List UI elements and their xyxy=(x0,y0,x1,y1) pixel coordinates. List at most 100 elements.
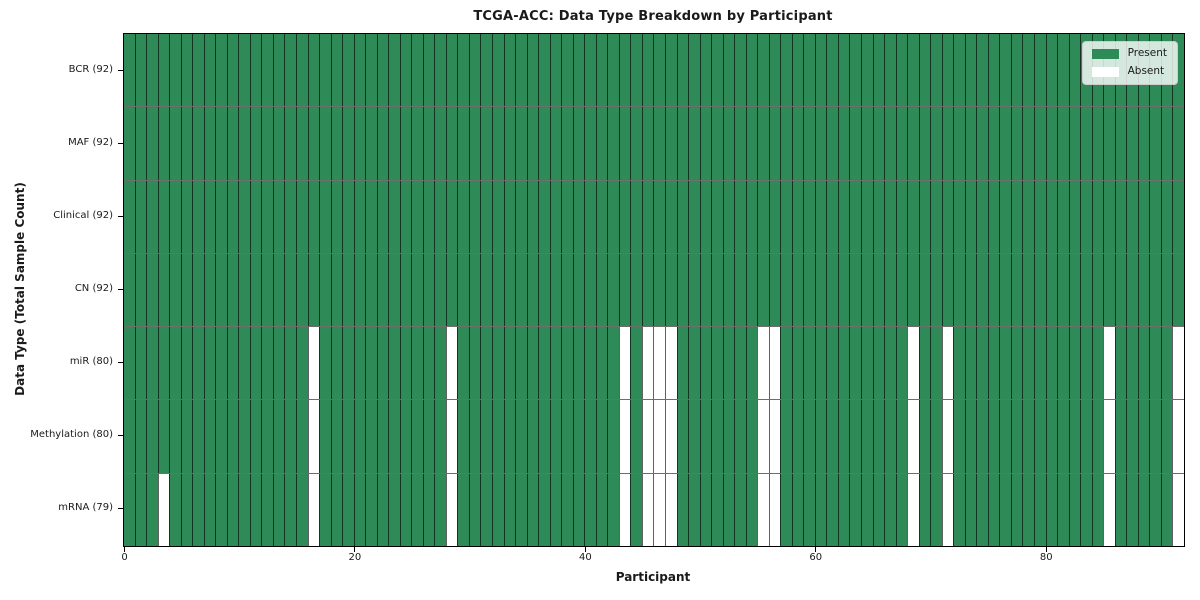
heatmap-cell-present xyxy=(468,34,481,107)
heatmap-cell-present xyxy=(284,327,296,400)
heatmap-cell-present xyxy=(664,253,677,327)
heatmap-cell-present xyxy=(918,107,931,180)
heatmap-cell-present xyxy=(803,253,815,327)
heatmap-cell-present xyxy=(261,327,273,400)
heatmap-cell-present xyxy=(192,107,204,180)
heatmap-cell-present xyxy=(134,34,147,107)
heatmap-cell-present xyxy=(987,34,1000,107)
heatmap-cell-present xyxy=(976,107,988,180)
heatmap-cell-present xyxy=(907,253,919,327)
heatmap-cell-present xyxy=(226,34,239,107)
heatmap-cell-present xyxy=(999,180,1011,253)
heatmap-cell-present xyxy=(1114,253,1127,327)
heatmap-cell-present xyxy=(549,180,562,253)
heatmap-cell-present xyxy=(399,400,412,473)
heatmap-cell-present xyxy=(745,327,758,400)
heatmap-cell-present xyxy=(837,473,850,546)
heatmap-cell-present xyxy=(814,107,827,180)
heatmap-cell-present xyxy=(457,473,469,546)
y-tick-label: Methylation (80) xyxy=(30,429,113,441)
heatmap-cell-present xyxy=(1091,327,1104,400)
heatmap-cell-present xyxy=(641,180,654,253)
heatmap-cell-present xyxy=(295,327,308,400)
heatmap-cell-present xyxy=(538,473,550,546)
heatmap-cell-present xyxy=(342,400,354,473)
heatmap-cell-present xyxy=(1010,327,1023,400)
heatmap-cell-present xyxy=(192,473,204,546)
legend-swatch-absent xyxy=(1091,66,1119,77)
heatmap-cell-present xyxy=(791,253,804,327)
heatmap-cell-present xyxy=(791,107,804,180)
heatmap-cell-present xyxy=(907,180,919,253)
heatmap-cell-present xyxy=(676,34,689,107)
heatmap-row-maf xyxy=(124,106,1184,180)
heatmap-cell-present xyxy=(584,473,596,546)
heatmap-cell-present xyxy=(561,180,573,253)
heatmap-cell-present xyxy=(987,400,1000,473)
heatmap-cell-present xyxy=(630,180,642,253)
heatmap-cell-present xyxy=(215,34,227,107)
heatmap-cell-present xyxy=(492,34,504,107)
heatmap-cell-present xyxy=(215,473,227,546)
heatmap-cell-present xyxy=(699,473,712,546)
heatmap-cell-present xyxy=(365,327,377,400)
heatmap-cell-present xyxy=(538,400,550,473)
heatmap-cell-present xyxy=(1149,327,1161,400)
heatmap-cell-present xyxy=(826,473,838,546)
heatmap-cell-present xyxy=(1126,180,1138,253)
heatmap-cell-present xyxy=(1057,180,1069,253)
heatmap-cell-present xyxy=(1022,253,1034,327)
heatmap-cell-present xyxy=(146,34,158,107)
heatmap-cell-present xyxy=(803,34,815,107)
heatmap-cell-present xyxy=(124,253,135,327)
heatmap-cell-present xyxy=(976,180,988,253)
heatmap-cell-present xyxy=(653,34,665,107)
heatmap-cell-present xyxy=(987,327,1000,400)
heatmap-cell-present xyxy=(676,253,689,327)
heatmap-cell-present xyxy=(699,400,712,473)
heatmap-cell-present xyxy=(330,400,343,473)
heatmap-cell-present xyxy=(895,327,908,400)
heatmap-cell-present xyxy=(180,253,193,327)
heatmap-cell-present xyxy=(319,400,331,473)
heatmap-cell-present xyxy=(676,327,689,400)
heatmap-cell-present xyxy=(157,253,170,327)
heatmap-cell-present xyxy=(365,107,377,180)
heatmap-cell-present xyxy=(249,180,262,253)
heatmap-cell-present xyxy=(964,34,977,107)
heatmap-cell-present xyxy=(1045,327,1058,400)
heatmap-cell-present xyxy=(561,327,573,400)
heatmap-cell-absent xyxy=(641,473,654,546)
heatmap-cell-present xyxy=(249,107,262,180)
y-tick-mark xyxy=(118,435,123,437)
heatmap-cell-present xyxy=(584,327,596,400)
heatmap-cell-present xyxy=(814,253,827,327)
heatmap-cell-present xyxy=(249,253,262,327)
heatmap-cell-present xyxy=(492,327,504,400)
heatmap-cell-present xyxy=(411,253,423,327)
heatmap-cell-present xyxy=(941,34,954,107)
heatmap-cell-present xyxy=(872,107,885,180)
heatmap-cell-present xyxy=(226,107,239,180)
heatmap-cell-present xyxy=(1160,400,1173,473)
heatmap-cell-present xyxy=(457,34,469,107)
heatmap-cell-present xyxy=(261,180,273,253)
heatmap-cell-absent xyxy=(307,327,320,400)
heatmap-cell-present xyxy=(1022,180,1034,253)
heatmap-cell-present xyxy=(492,180,504,253)
heatmap-cell-present xyxy=(411,180,423,253)
heatmap-cell-present xyxy=(1091,473,1104,546)
heatmap-cell-present xyxy=(780,400,792,473)
x-tick-mark xyxy=(815,546,817,552)
heatmap-cell-present xyxy=(757,253,769,327)
heatmap-cell-present xyxy=(399,253,412,327)
heatmap-cell-present xyxy=(768,253,781,327)
heatmap-cell-present xyxy=(1010,253,1023,327)
heatmap-cell-present xyxy=(849,400,861,473)
heatmap-cell-present xyxy=(457,107,469,180)
heatmap-cell-present xyxy=(745,180,758,253)
heatmap-cell-present xyxy=(780,327,792,400)
heatmap-cell-present xyxy=(238,253,250,327)
heatmap-cell-present xyxy=(538,253,550,327)
heatmap-cell-present xyxy=(561,107,573,180)
